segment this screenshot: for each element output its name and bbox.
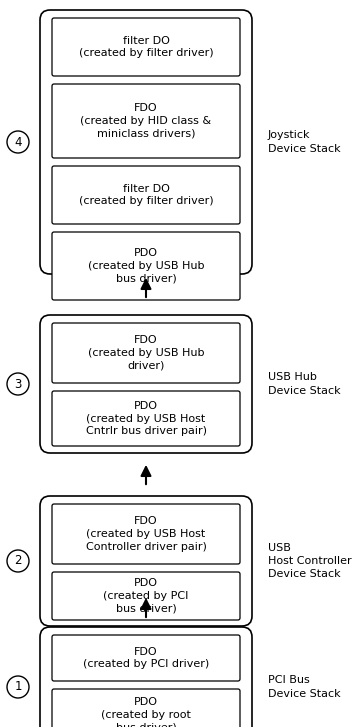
Text: PCI Bus
Device Stack: PCI Bus Device Stack: [268, 675, 341, 699]
FancyBboxPatch shape: [52, 572, 240, 620]
Text: PDO
(created by root
bus driver): PDO (created by root bus driver): [101, 697, 191, 727]
Text: USB Hub
Device Stack: USB Hub Device Stack: [268, 372, 341, 395]
FancyBboxPatch shape: [52, 391, 240, 446]
FancyBboxPatch shape: [52, 84, 240, 158]
FancyBboxPatch shape: [52, 18, 240, 76]
Text: PDO
(created by PCI
bus driver): PDO (created by PCI bus driver): [103, 578, 189, 614]
Text: 1: 1: [14, 680, 22, 694]
Text: FDO
(created by USB Hub
driver): FDO (created by USB Hub driver): [88, 335, 204, 371]
Text: FDO
(created by PCI driver): FDO (created by PCI driver): [83, 646, 209, 670]
Text: PDO
(created by USB Host
Cntrlr bus driver pair): PDO (created by USB Host Cntrlr bus driv…: [86, 401, 206, 436]
Circle shape: [7, 131, 29, 153]
Text: Joystick
Device Stack: Joystick Device Stack: [268, 130, 341, 153]
Text: PDO
(created by USB Hub
bus driver): PDO (created by USB Hub bus driver): [88, 248, 204, 284]
FancyBboxPatch shape: [52, 323, 240, 383]
Text: USB
Host Controller
Device Stack: USB Host Controller Device Stack: [268, 543, 352, 579]
FancyBboxPatch shape: [52, 689, 240, 727]
FancyBboxPatch shape: [52, 635, 240, 681]
FancyBboxPatch shape: [52, 232, 240, 300]
Text: 4: 4: [14, 135, 22, 148]
Circle shape: [7, 676, 29, 698]
FancyBboxPatch shape: [40, 10, 252, 274]
FancyBboxPatch shape: [40, 627, 252, 727]
FancyBboxPatch shape: [52, 166, 240, 224]
Circle shape: [7, 550, 29, 572]
Text: filter DO
(created by filter driver): filter DO (created by filter driver): [79, 184, 213, 206]
Text: FDO
(created by HID class &
miniclass drivers): FDO (created by HID class & miniclass dr…: [80, 103, 212, 139]
FancyBboxPatch shape: [52, 504, 240, 564]
Circle shape: [7, 373, 29, 395]
FancyBboxPatch shape: [40, 496, 252, 626]
Text: filter DO
(created by filter driver): filter DO (created by filter driver): [79, 36, 213, 58]
Text: FDO
(created by USB Host
Controller driver pair): FDO (created by USB Host Controller driv…: [86, 516, 206, 552]
Text: 3: 3: [14, 377, 22, 390]
Text: 2: 2: [14, 555, 22, 568]
FancyBboxPatch shape: [40, 315, 252, 453]
